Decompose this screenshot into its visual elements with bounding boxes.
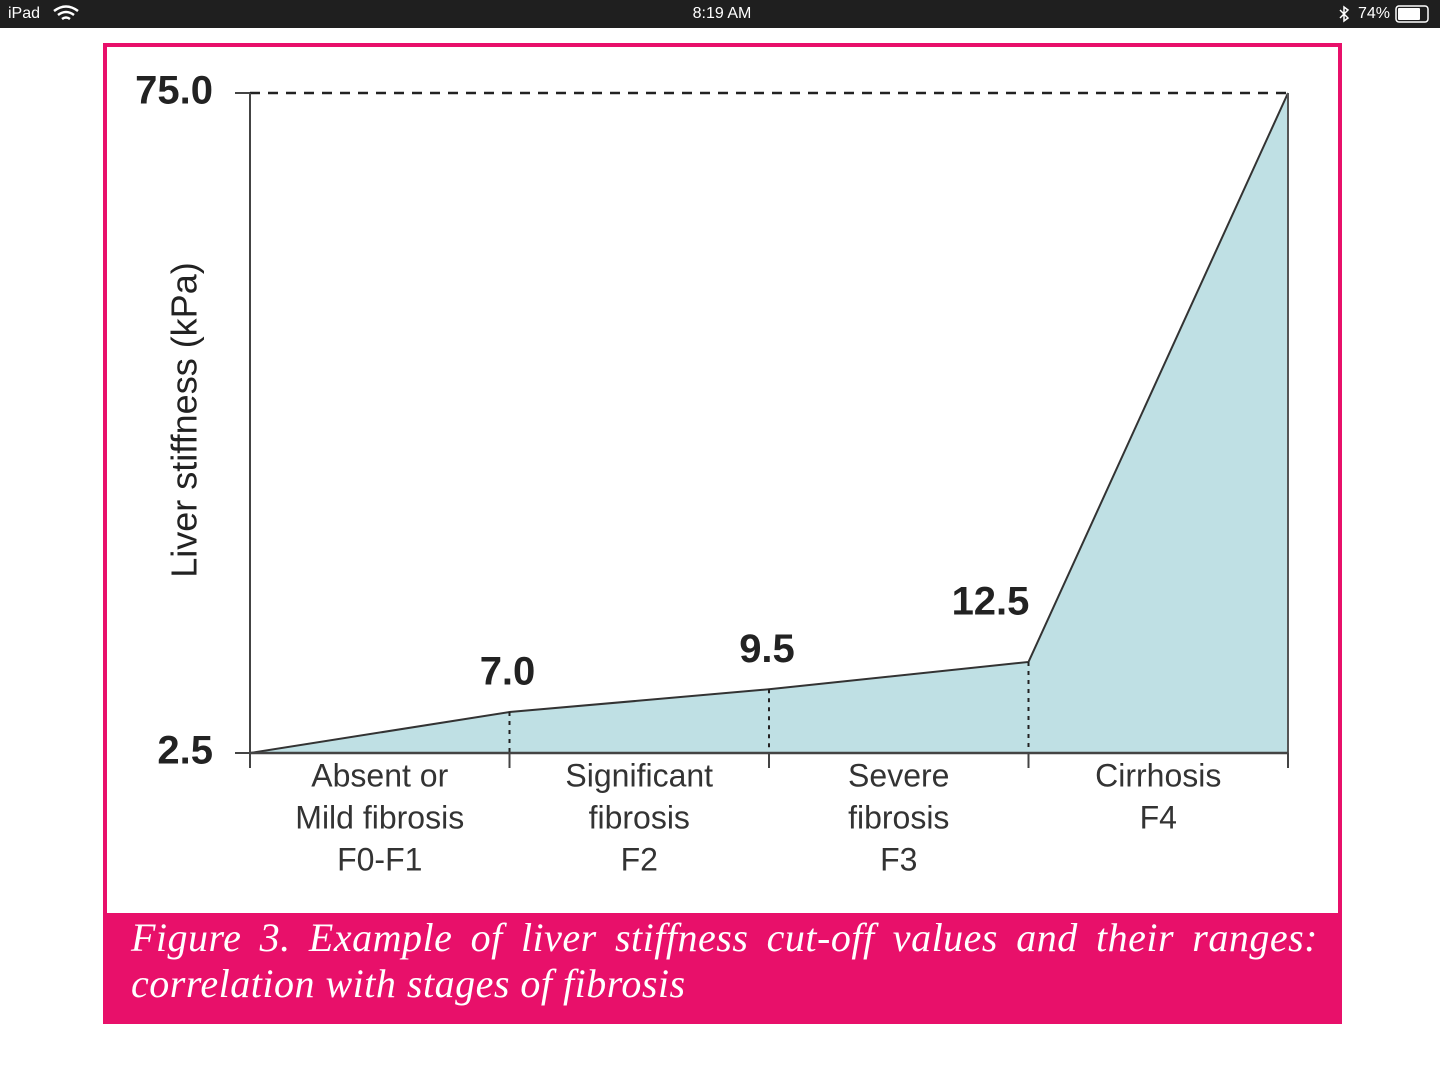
y-tick-label: 2.5: [157, 729, 213, 773]
x-category-label: Mild fibrosis: [295, 799, 464, 835]
x-category-label: F3: [880, 841, 917, 877]
x-category-label: Cirrhosis: [1095, 757, 1221, 793]
battery-icon: [1395, 5, 1429, 23]
device-name: iPad: [8, 5, 40, 22]
x-category-label: Absent or: [311, 757, 448, 793]
x-category-label: Significant: [565, 757, 713, 793]
x-category-label: F0-F1: [337, 841, 422, 877]
battery-percent: 74%: [1358, 5, 1390, 22]
x-category-label: fibrosis: [589, 799, 690, 835]
y-axis-label: Liver stiffness (kPa): [164, 262, 205, 577]
x-category-label: F2: [621, 841, 658, 877]
x-category-label: fibrosis: [848, 799, 949, 835]
value-label: 7.0: [480, 650, 536, 694]
wifi-icon: [53, 5, 79, 21]
bluetooth-icon: [1339, 5, 1350, 23]
value-label: 9.5: [739, 627, 795, 671]
status-bar: [0, 0, 1440, 28]
battery-level: [1398, 8, 1420, 20]
value-label: 12.5: [952, 580, 1030, 624]
clock: 8:19 AM: [693, 5, 752, 22]
area: [250, 93, 1288, 753]
x-category-label: F4: [1140, 799, 1177, 835]
x-category-label: Severe: [848, 757, 949, 793]
figure-caption: Figure 3. Example of liver stiffness cut…: [103, 913, 1342, 1024]
y-tick-label: 75.0: [135, 69, 213, 113]
